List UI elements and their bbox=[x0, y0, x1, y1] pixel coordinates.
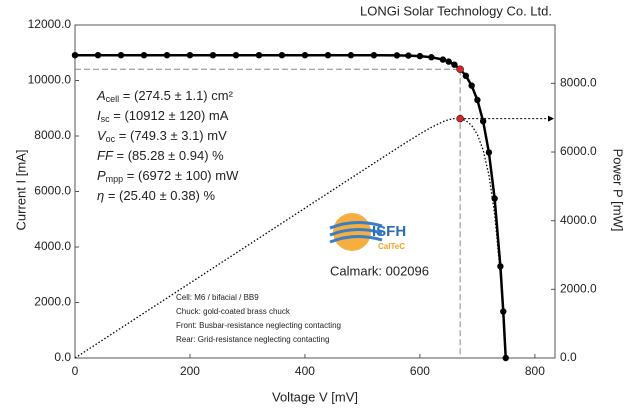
y-tick-label: 12000.0 bbox=[28, 17, 72, 31]
logo: ISFH CalTeC bbox=[329, 213, 406, 251]
current-point bbox=[117, 51, 125, 59]
current-point bbox=[347, 52, 355, 59]
current-point bbox=[502, 354, 509, 362]
y-tick-label: 4000.0 bbox=[34, 239, 71, 253]
annotation-sub: mpp bbox=[106, 174, 124, 184]
current-point bbox=[71, 51, 79, 59]
current-point bbox=[163, 51, 171, 59]
x-tick-label: 600 bbox=[410, 364, 430, 378]
annotation: Acell = (274.5 ± 1.1) cm² bbox=[96, 88, 234, 104]
current-point bbox=[474, 96, 481, 104]
annotation-rest: = (6972 ± 100) mW bbox=[123, 168, 239, 183]
annotation-symbol: A bbox=[96, 88, 106, 103]
current-point bbox=[451, 61, 458, 68]
current-point bbox=[186, 51, 194, 59]
annotation-symbol: P bbox=[97, 168, 106, 183]
y2-tick-label: 6000.0 bbox=[560, 144, 597, 158]
current-point bbox=[428, 54, 435, 61]
annotation-rest: = (85.28 ± 0.94) % bbox=[113, 148, 224, 163]
chart-title: LONGi Solar Technology Co. Ltd. bbox=[360, 3, 552, 18]
note: Rear: Grid-resistance neglecting contact… bbox=[176, 335, 329, 344]
current-point bbox=[479, 118, 487, 125]
annotation: FF = (85.28 ± 0.94) % bbox=[97, 148, 224, 163]
annotation: Voc = (749.3 ± 3.1) mV bbox=[97, 128, 227, 144]
current-point bbox=[301, 51, 309, 59]
note: Front: Busbar-resistance neglecting cont… bbox=[176, 321, 341, 330]
current-point bbox=[255, 51, 263, 59]
mpp-power-point bbox=[456, 114, 464, 123]
x-axis-title: Voltage V [mV] bbox=[272, 389, 358, 404]
calmark: Calmark: 002096 bbox=[330, 263, 429, 278]
y2-axis-title: Power P [mW] bbox=[611, 149, 626, 232]
y-axis-title: Current I [mA] bbox=[13, 150, 28, 231]
current-point bbox=[468, 82, 475, 89]
current-point bbox=[370, 52, 378, 59]
mpp-current-point bbox=[456, 65, 464, 73]
note: Cell: M6 / bifacial / BB9 bbox=[176, 293, 259, 302]
annotation-rest: = (274.5 ± 1.1) cm² bbox=[119, 88, 233, 103]
current-point bbox=[439, 56, 447, 63]
x-tick-label: 200 bbox=[180, 364, 200, 378]
logo-name: ISFH bbox=[372, 223, 406, 240]
annotation: η = (25.40 ± 0.38) % bbox=[97, 188, 215, 203]
current-point bbox=[232, 51, 240, 59]
annotation-symbol: V bbox=[97, 128, 107, 143]
annotation: Isc = (10912 ± 120) mA bbox=[97, 108, 229, 124]
logo-sub: CalTeC bbox=[378, 242, 405, 251]
current-point bbox=[94, 51, 102, 59]
y-tick-label: 8000.0 bbox=[34, 128, 71, 142]
current-point bbox=[393, 52, 401, 59]
current-point bbox=[445, 58, 452, 65]
current-point bbox=[485, 149, 493, 156]
annotation-sub: cell bbox=[106, 94, 120, 104]
y-tick-label: 10000.0 bbox=[28, 73, 72, 87]
x-tick-label: 400 bbox=[295, 364, 315, 378]
annotation-symbol: FF bbox=[97, 148, 114, 163]
current-point bbox=[416, 52, 424, 60]
y2-tick-label: 2000.0 bbox=[560, 282, 597, 296]
current-point bbox=[278, 51, 286, 59]
annotation-symbol: I bbox=[97, 108, 101, 123]
annotation-rest: = (749.3 ± 3.1) mV bbox=[115, 128, 227, 143]
current-point bbox=[140, 51, 148, 59]
current-point bbox=[462, 72, 470, 80]
current-point bbox=[497, 263, 504, 270]
annotation-sub: sc bbox=[101, 114, 111, 124]
x-tick-label: 0 bbox=[72, 364, 79, 378]
power-line bbox=[74, 117, 507, 359]
y-tick-label: 0.0 bbox=[54, 350, 71, 364]
note: Chuck: gold-coated brass chuck bbox=[176, 307, 291, 316]
current-point bbox=[209, 51, 217, 59]
y2-tick-label: 8000.0 bbox=[560, 76, 597, 90]
annotation-rest: = (25.40 ± 0.38) % bbox=[104, 188, 215, 203]
x-tick-label: 800 bbox=[525, 364, 545, 378]
annotation-symbol: η bbox=[97, 188, 104, 203]
y2-tick-label: 0.0 bbox=[560, 350, 577, 364]
y2-tick-label: 4000.0 bbox=[560, 213, 597, 227]
current-point bbox=[324, 51, 332, 59]
logo-waves bbox=[329, 221, 383, 244]
annotation: Pmpp = (6972 ± 100) mW bbox=[97, 168, 239, 184]
annotation-sub: oc bbox=[106, 134, 116, 144]
annotation-rest: = (10912 ± 120) mA bbox=[110, 108, 229, 123]
y-tick-label: 2000.0 bbox=[34, 295, 71, 309]
y-tick-label: 6000.0 bbox=[34, 184, 71, 198]
current-point bbox=[405, 52, 412, 59]
